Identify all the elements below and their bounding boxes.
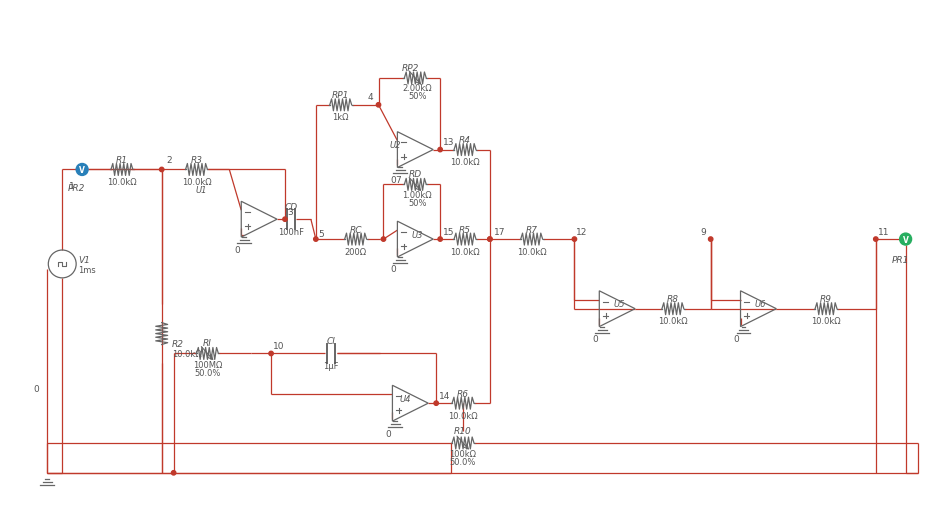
Text: U1: U1: [196, 185, 207, 194]
Text: RC: RC: [349, 225, 362, 234]
Text: V: V: [902, 235, 909, 244]
Text: 15: 15: [443, 227, 455, 236]
Text: 1ms: 1ms: [78, 266, 96, 275]
Text: 1: 1: [70, 182, 75, 191]
Text: 1.00kΩ: 1.00kΩ: [403, 190, 432, 200]
Text: V: V: [79, 165, 85, 175]
Text: 4: 4: [368, 93, 374, 102]
Text: U4: U4: [400, 394, 411, 403]
Text: 0: 0: [34, 384, 40, 393]
Text: R5: R5: [459, 225, 471, 234]
Text: 5: 5: [318, 229, 324, 238]
Text: 10.0kΩ: 10.0kΩ: [517, 247, 547, 256]
Circle shape: [434, 401, 439, 406]
Text: R2: R2: [171, 340, 183, 348]
Text: 0: 0: [391, 265, 396, 274]
Text: RP2: RP2: [402, 64, 419, 72]
Text: 10.0kΩ: 10.0kΩ: [182, 178, 212, 186]
Text: CD: CD: [284, 203, 297, 211]
Text: 0: 0: [386, 429, 391, 438]
Text: 10.0kΩ: 10.0kΩ: [171, 349, 201, 358]
Circle shape: [76, 164, 88, 176]
Text: RD: RD: [408, 169, 422, 179]
Text: 7: 7: [395, 176, 402, 185]
Text: R6: R6: [457, 389, 469, 398]
Text: U2: U2: [390, 141, 401, 150]
Text: 100kΩ: 100kΩ: [450, 449, 476, 459]
Text: R3: R3: [190, 156, 202, 165]
Text: R4: R4: [459, 136, 471, 145]
Circle shape: [313, 237, 318, 242]
Text: PR2: PR2: [68, 184, 86, 193]
Circle shape: [381, 237, 386, 242]
Text: 0: 0: [593, 334, 598, 344]
Text: V1: V1: [78, 256, 90, 265]
Text: 100MΩ: 100MΩ: [193, 360, 222, 369]
Text: 9: 9: [700, 227, 706, 236]
Text: 0: 0: [391, 176, 396, 185]
Text: RP1: RP1: [332, 91, 349, 100]
Text: U3: U3: [411, 230, 423, 239]
Text: 100nF: 100nF: [278, 227, 304, 236]
Text: 11: 11: [878, 227, 889, 236]
Circle shape: [709, 237, 713, 242]
Circle shape: [171, 471, 176, 475]
Text: 2: 2: [167, 156, 172, 165]
Text: R8: R8: [667, 295, 678, 304]
Circle shape: [438, 237, 442, 242]
Text: 2.00kΩ: 2.00kΩ: [403, 84, 432, 93]
Text: 10.0kΩ: 10.0kΩ: [448, 411, 478, 420]
Text: 10.0kΩ: 10.0kΩ: [450, 158, 480, 166]
Text: 14: 14: [439, 391, 451, 400]
Text: 50%: 50%: [408, 199, 426, 207]
Text: 10.0kΩ: 10.0kΩ: [107, 178, 136, 186]
Text: 13: 13: [443, 138, 455, 147]
Circle shape: [283, 217, 287, 222]
Text: 17: 17: [494, 227, 505, 236]
Circle shape: [873, 237, 878, 242]
Circle shape: [160, 168, 164, 173]
Text: PR1: PR1: [892, 256, 909, 265]
Text: 0: 0: [234, 245, 240, 254]
Circle shape: [269, 352, 273, 356]
Text: 50.0%: 50.0%: [194, 368, 220, 377]
Text: 50.0%: 50.0%: [450, 458, 476, 466]
Text: 10.0kΩ: 10.0kΩ: [811, 317, 841, 325]
Text: 50%: 50%: [408, 92, 426, 101]
Circle shape: [572, 237, 577, 242]
Text: CI: CI: [327, 336, 335, 345]
Text: U6: U6: [755, 300, 766, 308]
Circle shape: [900, 234, 912, 245]
Text: 0: 0: [734, 334, 740, 344]
Circle shape: [438, 148, 442, 153]
Circle shape: [376, 103, 381, 108]
Text: 10.0kΩ: 10.0kΩ: [658, 317, 688, 325]
Circle shape: [487, 237, 492, 242]
Circle shape: [487, 237, 492, 242]
Text: RI: RI: [203, 338, 212, 347]
Text: U5: U5: [614, 300, 625, 308]
Text: 1kΩ: 1kΩ: [332, 113, 349, 122]
Text: 200Ω: 200Ω: [344, 247, 367, 256]
Text: 12: 12: [577, 227, 588, 236]
Text: 10: 10: [273, 342, 284, 350]
Text: R9: R9: [820, 295, 832, 304]
Text: R1: R1: [116, 156, 128, 165]
Text: R7: R7: [526, 225, 537, 234]
Text: 10.0kΩ: 10.0kΩ: [450, 247, 480, 256]
Text: 3: 3: [287, 207, 293, 216]
Text: 1μF: 1μF: [323, 361, 339, 370]
Text: R10: R10: [455, 426, 472, 435]
